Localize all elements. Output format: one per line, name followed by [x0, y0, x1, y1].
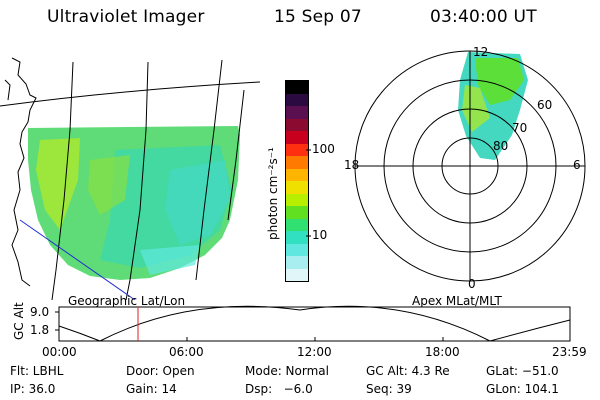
polar-plot: 12 0 18 6 60 70 80	[344, 45, 586, 291]
altitude-ylabel: GC Alt	[12, 302, 26, 340]
mlt-label-12: 12	[473, 45, 488, 59]
mlt-label-18: 18	[344, 158, 359, 172]
colorbar-segment	[286, 143, 308, 156]
colorbar-segment	[286, 168, 308, 181]
geographic-map	[0, 57, 260, 300]
colorbar-segment	[286, 131, 308, 144]
colorbar-segment	[286, 93, 308, 106]
colorbar-segment	[286, 193, 308, 206]
instrument-title: Ultraviolet Imager	[47, 7, 205, 27]
colorbar-segment	[286, 231, 308, 244]
time-label: 03:40:00 UT	[430, 7, 537, 27]
colorbar-tick-10: 10	[312, 228, 328, 242]
mlt-label-6: 6	[573, 158, 581, 172]
mode-value: Mode: Normal	[245, 364, 329, 378]
polar-label: Apex MLat/MLT	[412, 294, 502, 308]
time-tick-0600: 06:00	[169, 345, 204, 359]
altitude-curve	[58, 305, 571, 342]
colorbar-segment	[286, 156, 308, 169]
colorbar-segment	[286, 206, 308, 219]
coastline	[11, 57, 37, 287]
altitude-ytick-9: 9.0	[30, 305, 50, 319]
time-tick-0000: 00:00	[42, 345, 77, 359]
colorbar-ticks	[306, 149, 311, 237]
altitude-ytick-1-8: 1.8	[30, 323, 50, 337]
ip-value: IP: 36.0	[10, 382, 56, 396]
colorbar-segment	[286, 118, 308, 131]
mlat-label-70: 70	[512, 121, 527, 135]
colorbar-segment	[286, 218, 308, 231]
mlat-label-80: 80	[493, 139, 508, 153]
gc-alt-value: GC Alt: 4.3 Re	[366, 364, 450, 378]
glat-value: GLat: −51.0	[486, 364, 559, 378]
colorbar-label: photon cm⁻²s⁻¹	[266, 147, 280, 240]
time-tick-2359: 23:59	[552, 345, 587, 359]
filter-value: Flt: LBHL	[10, 364, 64, 378]
colorbar	[285, 80, 309, 282]
time-tick-1200: 12:00	[297, 345, 332, 359]
map-label: Geographic Lat/Lon	[68, 294, 186, 308]
seq-value: Seq: 39	[366, 382, 412, 396]
door-value: Door: Open	[126, 364, 195, 378]
altitude-plot	[55, 305, 571, 342]
colorbar-segment	[286, 81, 308, 94]
glon-value: GLon: 104.1	[486, 382, 559, 396]
dsp-value: Dsp: −6.0	[245, 382, 313, 396]
colorbar-segment	[286, 268, 308, 281]
gain-value: Gain: 14	[126, 382, 177, 396]
mlt-label-0: 0	[468, 277, 476, 291]
colorbar-segment	[286, 256, 308, 269]
colorbar-segment	[286, 106, 308, 119]
colorbar-segment	[286, 181, 308, 194]
mlat-label-60: 60	[537, 98, 552, 112]
colorbar-segment	[286, 243, 308, 256]
date-label: 15 Sep 07	[274, 7, 362, 27]
colorbar-tick-100: 100	[312, 142, 335, 156]
time-tick-1800: 18:00	[425, 345, 460, 359]
